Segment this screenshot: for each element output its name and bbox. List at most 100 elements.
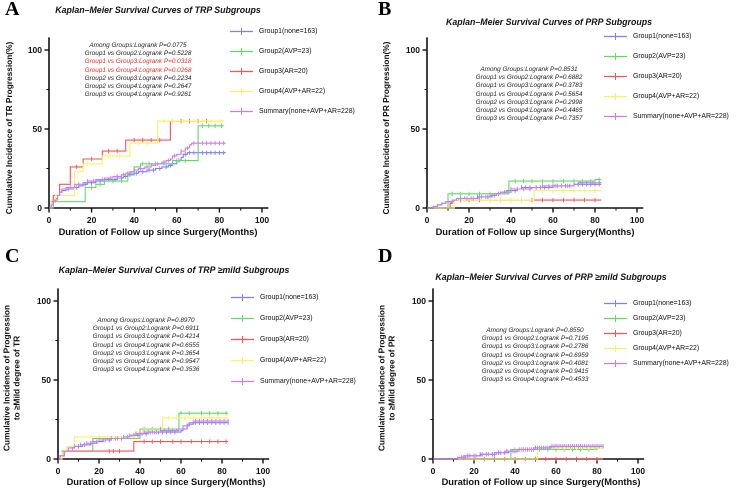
logrank-stat-line: Group1 vs Group4:Logrank P=0.0268 bbox=[84, 66, 192, 74]
series-group4-avp-ar-22 bbox=[58, 417, 229, 460]
legend-line-icon bbox=[230, 67, 253, 75]
y-tick-label: 0 bbox=[37, 203, 42, 213]
legend-item: Group1(none=163) bbox=[604, 299, 729, 307]
legend-item: Group4(AVP+AR=22) bbox=[231, 356, 356, 364]
x-tick-label: 0 bbox=[47, 215, 52, 225]
y-tick-label: 0 bbox=[415, 203, 420, 213]
series-summary-none-avp-ar-228 bbox=[427, 182, 602, 209]
legend-label: Group4(AVP+AR=22) bbox=[260, 356, 327, 364]
panel-trp: A Kaplan–Meier Survival Curves of TRP Su… bbox=[0, 0, 373, 246]
km-plot-svg: 0 50 100 0 20 40 60 80 100 bbox=[406, 37, 644, 225]
legend-item: Summary(none+AVP+AR=228) bbox=[231, 377, 356, 385]
x-tick-label: 80 bbox=[592, 466, 602, 476]
legend-item: Group3(AR=20) bbox=[604, 329, 729, 337]
chart-title: Kaplan–Meier Survival Curves of PRP Subg… bbox=[446, 17, 652, 27]
series-group4-avp-ar-22 bbox=[427, 190, 602, 209]
legend-line-icon bbox=[231, 293, 254, 301]
legend-label: Summary(none+AVP+AR=228) bbox=[633, 359, 729, 367]
logrank-stats: Among Groups:Logrank P=0.0775 Group1 vs G… bbox=[85, 42, 192, 99]
legend-label: Summary(none+AVP+AR=228) bbox=[259, 107, 355, 115]
panel-prp: B Kaplan–Meier Survival Curves of PRP Su… bbox=[373, 0, 746, 246]
legend-line-icon bbox=[604, 329, 627, 337]
x-tick-label: 40 bbox=[510, 466, 520, 476]
km-plot-svg: 0 50 100 0 20 40 60 80 100 bbox=[37, 288, 270, 476]
legend-line-icon bbox=[604, 52, 627, 60]
y-tick-label: 0 bbox=[46, 454, 51, 464]
legend-line-icon bbox=[230, 27, 253, 35]
x-tick-label: 100 bbox=[630, 215, 644, 225]
logrank-stat-line: Group1 vs Group3:Logrank P=0.2786 bbox=[481, 343, 589, 351]
legend-label: Group3(AR=20) bbox=[633, 72, 682, 80]
legend-label: Group1(none=163) bbox=[633, 299, 692, 307]
x-tick-label: 100 bbox=[255, 215, 269, 225]
x-tick-label: 20 bbox=[469, 466, 479, 476]
km-plot-svg: 0 50 100 0 20 40 60 80 100 bbox=[28, 37, 269, 225]
logrank-stat-line: Group2 vs Group4:Logrank P=0.9547 bbox=[92, 358, 200, 366]
legend-item: Group3(AR=20) bbox=[230, 67, 355, 75]
series-summary-none-avp-ar-228 bbox=[49, 142, 226, 209]
x-tick-label: 80 bbox=[215, 215, 225, 225]
x-tick-label: 60 bbox=[172, 215, 182, 225]
legend-line-icon bbox=[604, 32, 627, 40]
y-tick-label: 100 bbox=[412, 296, 426, 306]
legend: Group1(none=163) Group2(AVP=23) Group3(AR=… bbox=[604, 32, 729, 120]
legend-item: Group2(AVP=23) bbox=[604, 314, 729, 322]
legend-item: Group2(AVP=23) bbox=[231, 314, 356, 322]
logrank-stat-line: Group1 vs Group2:Logrank P=0.5228 bbox=[84, 50, 192, 58]
logrank-stat-line: Group1 vs Group4:Logrank P=0.5654 bbox=[475, 90, 583, 98]
x-tick-label: 0 bbox=[56, 466, 61, 476]
logrank-stats: Among Groups:Logrank P=0.8531 Group1 vs G… bbox=[476, 66, 583, 123]
logrank-stats: Among Groups:Logrank P=0.8970 Group1 vs G… bbox=[93, 317, 200, 374]
panel-trp-mild: C Kaplan–Meier Survival Curves of TRP ≥m… bbox=[0, 245, 373, 493]
x-axis-label: Duration of Follow up since Surgery(Mont… bbox=[58, 227, 258, 237]
logrank-stat-line: Group2 vs Group3:Logrank P=0.4081 bbox=[481, 359, 589, 367]
logrank-stat-line: Group2 vs Group3:Logrank P=0.2998 bbox=[475, 98, 583, 106]
legend-line-icon bbox=[231, 377, 254, 385]
x-tick-label: 40 bbox=[135, 466, 145, 476]
x-tick-label: 60 bbox=[551, 466, 561, 476]
logrank-stat-line: Group2 vs Group3:Logrank P=0.3654 bbox=[92, 349, 200, 357]
logrank-stat-line: Group1 vs Group3:Logrank P=0.3783 bbox=[475, 82, 583, 90]
panel-letter: C bbox=[5, 245, 20, 267]
x-axis-label: Duration of Follow up since Surgery(Mont… bbox=[441, 477, 641, 487]
x-tick-label: 60 bbox=[176, 466, 186, 476]
series-group1-none-163 bbox=[58, 422, 229, 460]
x-axis-label: Duration of Follow up since Surgery(Mont… bbox=[66, 477, 266, 487]
y-tick-label: 50 bbox=[33, 124, 43, 134]
series-group3-ar-20 bbox=[58, 441, 229, 460]
logrank-stat-line: Group3 vs Group4:Logrank P=0.3536 bbox=[92, 366, 200, 374]
legend-item: Group1(none=163) bbox=[604, 32, 729, 40]
x-axis-label: Duration of Follow up since Surgery(Mont… bbox=[435, 227, 635, 237]
legend-line-icon bbox=[230, 87, 253, 95]
x-tick-label: 100 bbox=[256, 466, 270, 476]
y-tick-label: 100 bbox=[406, 45, 420, 55]
legend-line-icon bbox=[231, 314, 254, 322]
legend-item: Group3(AR=20) bbox=[231, 335, 356, 343]
legend-label: Group3(AR=20) bbox=[259, 67, 308, 75]
x-tick-label: 40 bbox=[506, 215, 516, 225]
legend-label: Summary(none+AVP+AR=228) bbox=[260, 377, 356, 385]
legend-label: Group1(none=163) bbox=[259, 27, 318, 35]
x-tick-label: 80 bbox=[217, 466, 227, 476]
legend-label: Group1(none=163) bbox=[633, 32, 692, 40]
legend-item: Group1(none=163) bbox=[230, 27, 355, 35]
logrank-stat-line: Group3 vs Group4:Logrank P=0.9261 bbox=[84, 91, 192, 99]
legend-label: Group3(AR=20) bbox=[260, 335, 309, 343]
logrank-stat-line: Group1 vs Group3:Logrank P=0.0318 bbox=[84, 58, 192, 66]
series-group4-avp-ar-22 bbox=[49, 120, 224, 209]
km-plot-svg: 0 50 100 0 20 40 60 80 100 bbox=[412, 288, 645, 476]
logrank-stat-line: Among Groups:Logrank P=0.8531 bbox=[480, 66, 578, 73]
chart-title: Kaplan–Meier Survival Curves of TRP Subg… bbox=[55, 5, 261, 15]
legend-label: Group1(none=163) bbox=[260, 293, 319, 301]
logrank-stat-line: Group3 vs Group4:Logrank P=0.7357 bbox=[475, 115, 583, 123]
legend: Group1(none=163) Group2(AVP=23) Group3(AR=… bbox=[231, 293, 356, 385]
legend-item: Group3(AR=20) bbox=[604, 72, 729, 80]
x-tick-label: 20 bbox=[94, 466, 104, 476]
y-tick-label: 100 bbox=[28, 45, 42, 55]
legend-line-icon bbox=[231, 335, 254, 343]
legend-line-icon bbox=[604, 299, 627, 307]
y-tick-label: 50 bbox=[411, 124, 421, 134]
legend-line-icon bbox=[604, 72, 627, 80]
y-tick-label: 0 bbox=[421, 454, 426, 464]
chart-title: Kaplan–Meier Survival Curves of TRP ≥mil… bbox=[58, 265, 290, 275]
